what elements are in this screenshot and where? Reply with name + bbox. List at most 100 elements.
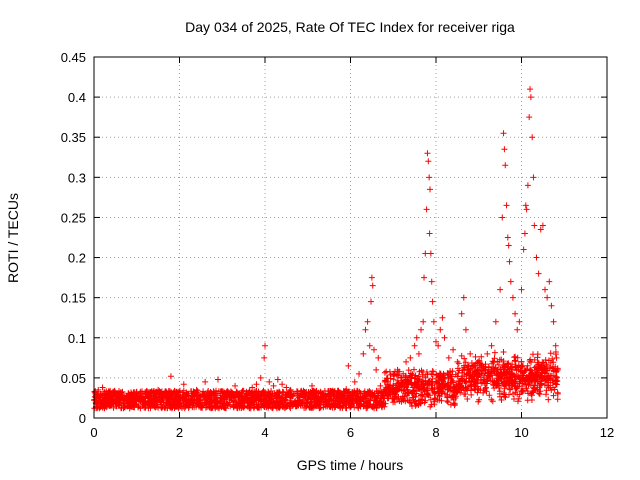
data-point [373, 366, 380, 373]
data-point [530, 174, 537, 181]
data-point [521, 230, 528, 237]
x-tick-label: 2 [176, 425, 183, 440]
data-point [366, 342, 373, 349]
x-tick-label: 10 [514, 425, 528, 440]
data-point [539, 222, 546, 229]
grid-lines [94, 57, 607, 418]
data-point [317, 390, 324, 397]
data-point [504, 234, 511, 241]
data-point [554, 366, 561, 373]
x-tick-label: 12 [600, 425, 614, 440]
data-point [552, 342, 559, 349]
data-point [550, 318, 557, 325]
data-point [514, 326, 521, 333]
data-point [403, 358, 410, 365]
y-tick-label: 0.45 [61, 50, 86, 65]
data-point [507, 278, 514, 285]
data-point [445, 354, 452, 361]
data-point [377, 382, 384, 389]
data-point [450, 346, 457, 353]
data-point [475, 358, 482, 365]
data-point [480, 366, 487, 373]
data-point [343, 386, 350, 393]
data-point [369, 282, 376, 289]
y-tick-label: 0.2 [68, 251, 86, 266]
data-point [283, 384, 290, 391]
data-point [544, 294, 551, 301]
data-point [520, 246, 527, 253]
data-point [471, 362, 478, 369]
data-point [488, 342, 495, 349]
data-point [300, 387, 307, 394]
data-point [526, 114, 533, 121]
data-point [214, 376, 221, 383]
background-noise-band [91, 349, 561, 412]
data-point [524, 182, 531, 189]
data-point [101, 394, 108, 401]
data-point [142, 394, 149, 401]
data-point [99, 384, 106, 391]
data-point [326, 394, 333, 401]
data-point [309, 382, 316, 389]
data-point [435, 342, 442, 349]
x-tick-label: 8 [432, 425, 439, 440]
data-point [506, 258, 513, 265]
data-point [287, 386, 294, 393]
data-point [523, 206, 530, 213]
data-point [535, 270, 542, 277]
data-point [548, 302, 555, 309]
data-point [462, 326, 469, 333]
data-point [518, 286, 525, 293]
data-point [390, 370, 397, 377]
data-point [426, 230, 433, 237]
data-point [441, 334, 448, 341]
data-points [93, 86, 561, 407]
data-point [210, 394, 217, 401]
data-point [347, 390, 354, 397]
data-point [240, 387, 247, 394]
data-point [394, 366, 401, 373]
data-point [460, 294, 467, 301]
data-point [189, 392, 196, 399]
data-point [467, 350, 474, 357]
data-point [429, 298, 436, 305]
data-point [428, 278, 435, 285]
data-point [313, 397, 320, 404]
data-point [202, 378, 209, 385]
data-point [398, 374, 405, 381]
data-point [95, 386, 102, 393]
data-point [381, 378, 388, 385]
data-point [172, 390, 179, 397]
data-point [155, 386, 162, 393]
data-point [542, 286, 549, 293]
data-point [249, 384, 256, 391]
x-axis-ticks: 0 2 4 6 8 10 12 [90, 57, 614, 440]
data-point [509, 294, 516, 301]
data-point [421, 274, 428, 281]
data-point [185, 390, 192, 397]
data-point [279, 381, 286, 388]
data-point [554, 390, 561, 397]
data-point [407, 354, 414, 361]
chart-title: Day 034 of 2025, Rate Of TEC Index for r… [185, 19, 515, 35]
data-point [437, 326, 444, 333]
data-point [232, 382, 239, 389]
data-point [274, 376, 281, 383]
data-point [418, 326, 425, 333]
data-point [296, 392, 303, 399]
data-point [531, 222, 538, 229]
data-point [330, 390, 337, 397]
data-point [133, 389, 140, 396]
data-point [159, 392, 166, 399]
y-tick-label: 0.3 [68, 170, 86, 185]
data-point [345, 362, 352, 369]
data-point [244, 392, 251, 399]
data-point [503, 202, 510, 209]
data-point [129, 392, 136, 399]
data-point [420, 318, 427, 325]
data-point [553, 354, 560, 361]
data-point [546, 278, 553, 285]
data-point [360, 350, 367, 357]
data-point [270, 382, 277, 389]
